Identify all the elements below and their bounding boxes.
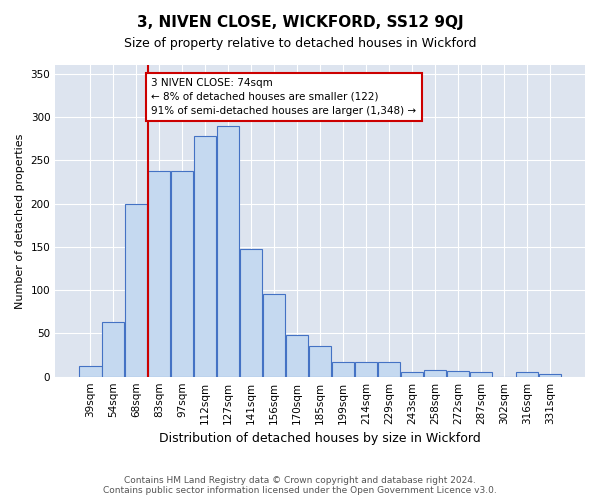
Text: Contains HM Land Registry data © Crown copyright and database right 2024.
Contai: Contains HM Land Registry data © Crown c… [103,476,497,495]
Bar [515,372,538,376]
Text: 3, NIVEN CLOSE, WICKFORD, SS12 9QJ: 3, NIVEN CLOSE, WICKFORD, SS12 9QJ [137,15,463,30]
Bar [286,335,308,376]
Bar [332,362,354,376]
Bar [125,204,148,376]
Bar [309,346,331,376]
Bar [148,170,170,376]
Text: Size of property relative to detached houses in Wickford: Size of property relative to detached ho… [124,38,476,51]
Bar [217,126,239,376]
Bar [102,322,124,376]
Bar [79,366,101,376]
Bar [263,294,285,376]
Text: 3 NIVEN CLOSE: 74sqm
← 8% of detached houses are smaller (122)
91% of semi-detac: 3 NIVEN CLOSE: 74sqm ← 8% of detached ho… [151,78,416,116]
Bar [378,362,400,376]
Bar [539,374,561,376]
Bar [240,248,262,376]
Y-axis label: Number of detached properties: Number of detached properties [15,133,25,308]
Bar [194,136,217,376]
Bar [355,362,377,376]
X-axis label: Distribution of detached houses by size in Wickford: Distribution of detached houses by size … [159,432,481,445]
Bar [424,370,446,376]
Bar [171,170,193,376]
Bar [401,372,423,376]
Bar [447,370,469,376]
Bar [470,372,492,376]
